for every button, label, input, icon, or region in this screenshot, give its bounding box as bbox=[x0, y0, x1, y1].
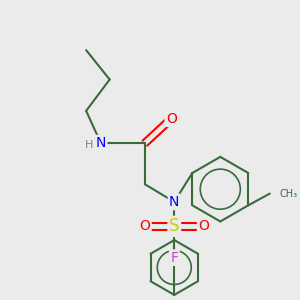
Text: N: N bbox=[96, 136, 106, 150]
Text: N: N bbox=[169, 195, 179, 209]
Text: O: O bbox=[166, 112, 177, 126]
Text: CH₃: CH₃ bbox=[280, 189, 298, 199]
Text: O: O bbox=[198, 219, 209, 233]
Text: H: H bbox=[85, 140, 93, 150]
Text: S: S bbox=[169, 218, 179, 236]
Text: O: O bbox=[140, 219, 150, 233]
Text: F: F bbox=[170, 251, 178, 265]
